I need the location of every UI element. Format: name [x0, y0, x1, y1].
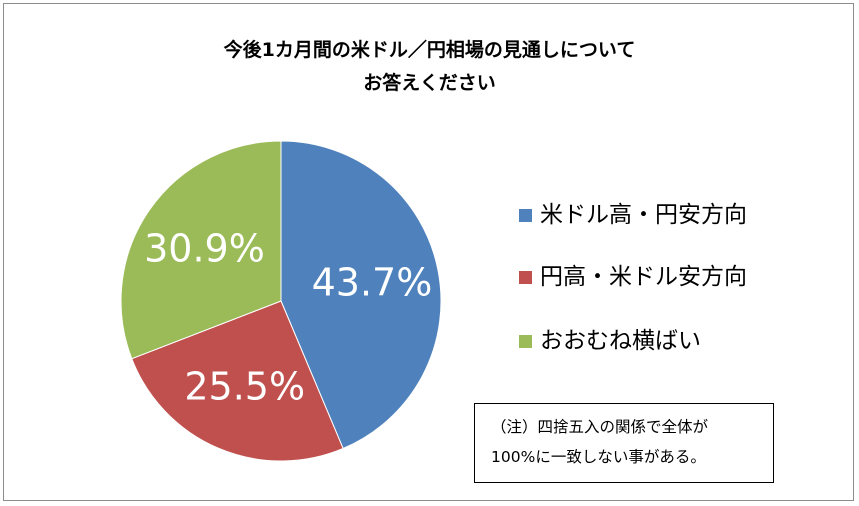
data-label-0: 43.7% [312, 261, 433, 305]
legend-label-1: 円高・米ドル安方向 [540, 264, 747, 290]
legend-item-2: おおむね横ばい [519, 326, 701, 356]
slice-yen-strong [131, 300, 344, 462]
legend-item-0: 米ドル高・円安方向 [519, 200, 747, 230]
footnote-line-1: （注）四捨五入の関係で全体が [491, 418, 709, 436]
slice-usd-strong [280, 140, 442, 450]
slice-flat [120, 140, 282, 360]
chart-title: 今後1カ月間の米ドル／円相場の見通しについて お答えください [0, 34, 859, 100]
legend-label-2: おおむね横ばい [540, 328, 701, 354]
data-label-2: 30.9% [144, 227, 265, 271]
data-label-1: 25.5% [184, 364, 305, 408]
legend-swatch-0 [519, 208, 532, 222]
legend-swatch-2 [519, 334, 532, 348]
chart-title-line-2: お答えください [363, 72, 496, 94]
legend-swatch-1 [519, 270, 532, 284]
legend-label-0: 米ドル高・円安方向 [540, 202, 747, 228]
footnote-line-2: 100%に一致しない事がある。 [491, 448, 706, 466]
legend-item-1: 円高・米ドル安方向 [519, 262, 747, 292]
footnote-box: （注）四捨五入の関係で全体が 100%に一致しない事がある。 [474, 403, 774, 483]
chart-title-line-1: 今後1カ月間の米ドル／円相場の見通しについて [223, 39, 636, 61]
